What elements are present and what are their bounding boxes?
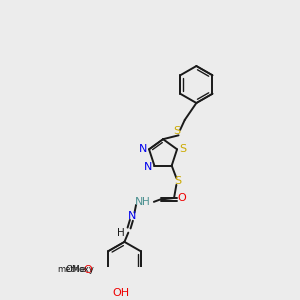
- Text: H: H: [118, 228, 125, 238]
- Text: N: N: [139, 143, 147, 154]
- Text: N: N: [135, 197, 143, 207]
- Text: N: N: [144, 162, 152, 172]
- Text: methoxy: methoxy: [57, 265, 94, 274]
- Text: S: S: [174, 176, 182, 186]
- Text: O: O: [84, 265, 92, 275]
- Text: O: O: [177, 193, 186, 203]
- Text: S: S: [173, 127, 181, 136]
- Text: H: H: [142, 197, 150, 207]
- Text: OH: OH: [112, 288, 129, 298]
- Text: N: N: [128, 211, 136, 221]
- Text: S: S: [179, 144, 186, 154]
- Text: OMe: OMe: [66, 265, 86, 274]
